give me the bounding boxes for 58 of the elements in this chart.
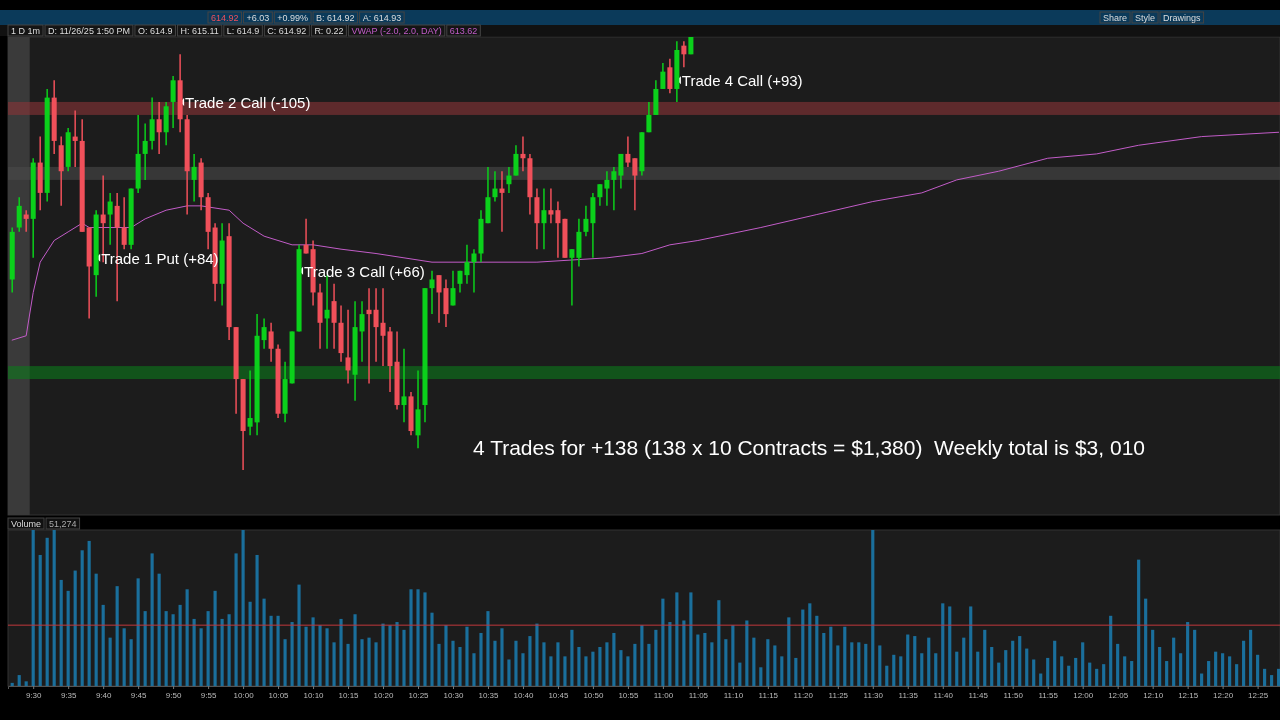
x-tick-label: 9:40 — [95, 690, 112, 700]
text: O: 614.9 — [137, 26, 173, 36]
x-tick-label: 11:50 — [1003, 690, 1024, 700]
text: Style — [1135, 13, 1156, 23]
x-tick-label: 12:05 — [1108, 690, 1129, 700]
text: Share — [1103, 13, 1128, 23]
text: L: 614.9 — [226, 26, 260, 36]
x-tick-label: 9:45 — [130, 690, 147, 700]
x-tick-label: 10:45 — [548, 690, 569, 700]
x-tick-label: 12:15 — [1178, 690, 1199, 700]
x-tick-label: 9:30 — [25, 690, 43, 700]
x-tick-label: 10:50 — [583, 690, 604, 700]
x-tick-label: 11:25 — [828, 690, 849, 700]
text: H: 615.11 — [180, 26, 219, 36]
x-tick-label: 12:00 — [1073, 690, 1094, 700]
x-tick-label: 10:30 — [443, 690, 465, 700]
text: 1 D 1m — [11, 26, 41, 36]
x-tick-label: 11:40 — [933, 690, 954, 700]
annotation: 4 Trades for +138 (138 x 10 Contracts = $1,380) Weekly total is $3, 010 — [473, 436, 1145, 459]
text: D: 11/26/25 1:50 PM — [48, 26, 130, 36]
x-tick-label: 9:50 — [165, 690, 182, 700]
x-tick-label: 10:55 — [618, 690, 639, 700]
x-tick-label: 11:30 — [863, 690, 884, 700]
x-tick-label: 10:35 — [478, 690, 500, 700]
x-tick-label: 11:45 — [968, 690, 989, 700]
x-tick-label: 10:00 — [233, 690, 255, 700]
text: 613.62 — [449, 26, 478, 36]
text: C: 614.92 — [267, 26, 307, 36]
annotation: Trade 2 Call (-105) — [185, 93, 311, 111]
annotation: Trade 4 Call (+93) — [681, 72, 803, 90]
x-tick-label: 10:15 — [338, 690, 360, 700]
x-tick-label: 11:05 — [688, 690, 709, 700]
chart-title: Volume — [11, 519, 42, 529]
text: A: 614.93 — [362, 13, 402, 23]
x-tick-label: 10:40 — [513, 690, 535, 700]
x-tick-label: 11:00 — [653, 690, 674, 700]
x-tick-label: 12:20 — [1213, 690, 1234, 700]
x-tick-label: 11:35 — [898, 690, 919, 700]
text: +6.03 — [246, 13, 270, 23]
text: 51,274 — [49, 519, 77, 529]
text: VWAP (-2.0, 2.0, DAY) — [351, 26, 442, 36]
x-tick-label: 11:10 — [723, 690, 744, 700]
x-tick-label: 10:05 — [268, 690, 290, 700]
x-tick-label: 10:25 — [408, 690, 430, 700]
text: 614.92 — [211, 13, 239, 23]
x-tick-label: 10:10 — [303, 690, 325, 700]
x-tick-label: 9:35 — [60, 690, 77, 700]
text: Drawings — [1163, 13, 1202, 23]
text: B: 614.92 — [316, 13, 355, 23]
x-tick-label: 11:20 — [793, 690, 814, 700]
x-tick-label: 10:20 — [373, 690, 395, 700]
x-tick-label: 11:55 — [1038, 690, 1059, 700]
text: +0.99% — [277, 13, 309, 23]
x-tick-label: 12:25 — [1248, 690, 1269, 700]
x-tick-label: 11:15 — [758, 690, 779, 700]
x-tick-label: 9:55 — [200, 690, 217, 700]
x-tick-label: 12:10 — [1143, 690, 1164, 700]
text: R: 0.22 — [314, 26, 344, 36]
